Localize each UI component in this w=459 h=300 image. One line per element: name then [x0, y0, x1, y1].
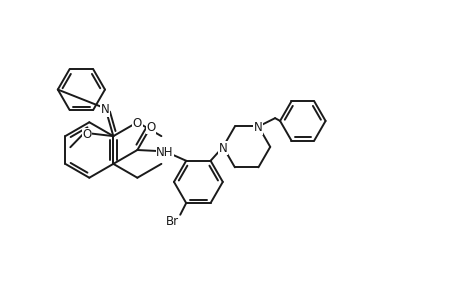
Text: O: O — [133, 117, 142, 130]
Text: NH: NH — [156, 146, 174, 159]
Text: O: O — [146, 121, 156, 134]
Text: Br: Br — [165, 215, 179, 228]
Text: O: O — [82, 128, 91, 141]
Text: N: N — [253, 122, 262, 134]
Text: N: N — [218, 142, 227, 155]
Text: N: N — [101, 103, 110, 116]
